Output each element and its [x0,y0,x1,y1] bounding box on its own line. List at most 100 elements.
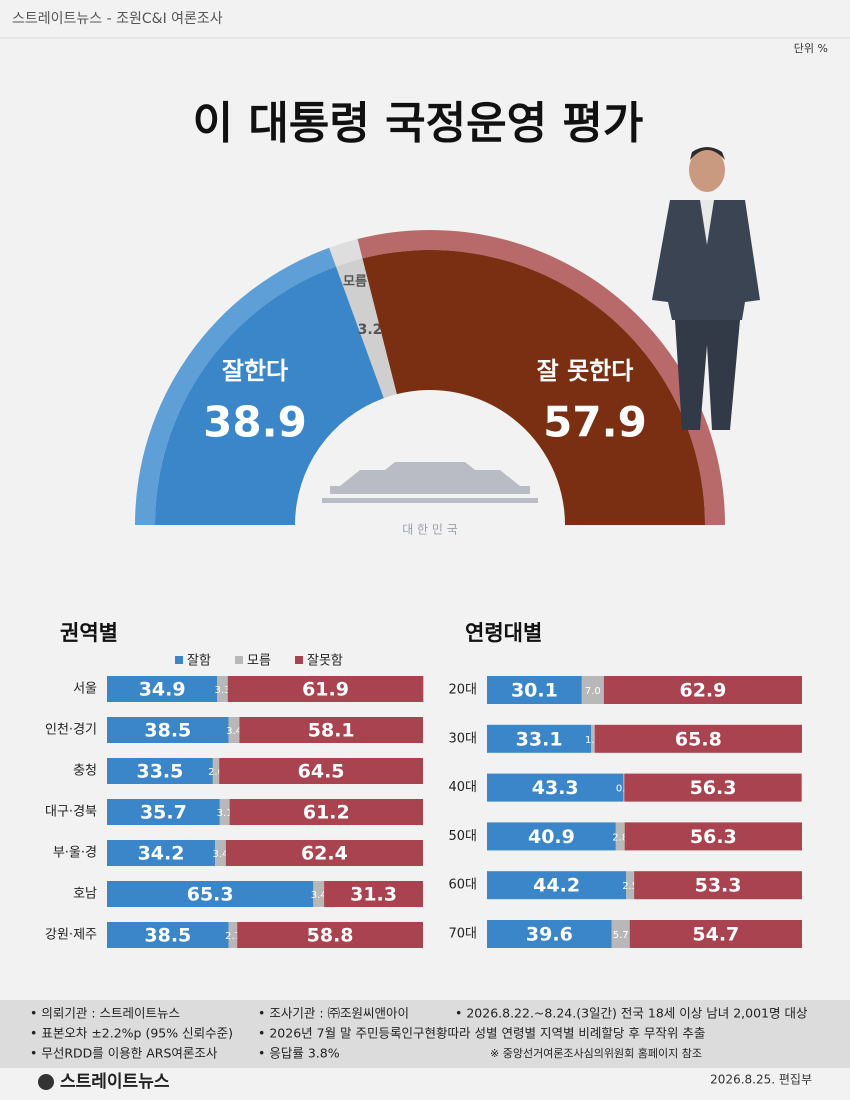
bar-segment [107,922,229,948]
person-shirt [700,200,714,245]
bar-segment [228,717,240,743]
value-label: 40.9 [528,826,575,848]
category-label: 60대 [448,878,477,893]
emblem-text: 대 한 민 국 [402,523,458,537]
chart-title: 연령대별 [465,621,542,645]
value-label: 2.8 [612,832,628,843]
bar-segment [107,840,216,866]
legend-label: 잘함 [187,654,211,669]
value-label: 31.3 [350,884,397,906]
emblem-roof-top [385,462,475,470]
value-label: 61.2 [303,802,350,824]
legend-swatch [235,656,243,664]
value-label: 56.3 [690,826,737,848]
category-label: 70대 [448,927,477,942]
category-label: 강원·제주 [45,928,97,943]
value-label: 39.6 [526,924,573,946]
value-label: 38.5 [144,925,191,947]
value-label: 2.7 [225,931,241,942]
footer-note: • 의뢰기관 : 스트레이트뉴스 [30,1006,180,1021]
person-head [689,148,725,192]
value-label: 1.1 [585,735,601,746]
donut-segment [362,250,705,525]
bar-segment [624,773,802,802]
bar-segment [487,676,582,704]
legend-swatch [295,656,303,664]
bar-segment [487,920,612,948]
category-label: 50대 [448,829,477,844]
value-label: 2.0 [208,767,224,778]
donut-rim [135,247,337,525]
segment-value: 3.2 [358,322,383,338]
bar-segment [623,773,625,802]
legend-swatch [175,656,183,664]
bar-segment [227,676,424,702]
value-label: 62.9 [679,680,726,702]
emblem-step [322,498,538,503]
value-label: 3.4 [212,849,228,860]
logo: 스트레이트뉴스 [60,1072,170,1092]
category-label: 30대 [448,731,477,746]
bar-segment [591,724,595,753]
category-label: 호남 [73,887,97,902]
person [652,147,760,430]
bar-segment [237,922,423,948]
person-trousers [675,320,740,430]
footer-note: • 표본오차 ±2.2%p (95% 신뢰수준) [30,1026,233,1041]
category-label: 부·울·경 [53,846,97,861]
bar-segment [603,676,802,704]
footer-note: • 응답률 3.8% [258,1046,340,1061]
category-label: 20대 [448,683,477,698]
value-label: 64.5 [298,761,345,783]
value-label: 33.5 [136,761,183,783]
category-label: 대구·경북 [45,805,97,820]
footer-note: • 무선RDD를 이용한 ARS여론조사 [30,1046,218,1061]
bar-segment [634,871,802,900]
footer-note: • 2026년 7월 말 주민등록인구현황따라 성별 연령별 지역별 비례할당 … [258,1026,705,1041]
value-label: 65.8 [675,728,722,750]
value-label: 2.5 [622,881,638,892]
bar-segment [228,922,238,948]
value-label: 56.3 [690,777,737,799]
bar-segment [581,676,604,704]
segment-label: 모름 [343,275,367,290]
emblem-roof [340,470,520,486]
value-label: 35.7 [140,802,187,824]
value-label: 43.3 [532,777,579,799]
bar-segment [219,758,423,784]
value-label: 3.3 [215,685,231,696]
value-label: 34.2 [138,843,185,865]
value-label: 58.8 [307,925,354,947]
main-title: 이 대통령 국정운영 평가 [193,98,644,149]
value-label: 3.4 [311,890,327,901]
value-label: 53.3 [695,875,742,897]
category-label: 인천·경기 [45,723,97,738]
value-label: 65.3 [187,884,234,906]
bar-segment [487,773,624,802]
value-label: 3.1 [217,808,233,819]
value-label: 5.7 [613,930,629,941]
footer-note: • 조사기관 : ㈜조원씨앤아이 [258,1006,409,1021]
value-label: 38.5 [144,720,191,742]
category-label: 충청 [73,764,97,779]
emblem-base [330,486,530,494]
logo-mark [38,1074,54,1090]
bar-segment [324,881,423,907]
bar-segment [217,676,228,702]
footer-note: • 2026.8.22.~8.24.(3일간) 전국 18세 이상 남녀 2,0… [455,1006,808,1021]
bar-segment [225,840,423,866]
bar-segment [107,717,229,743]
footer-note: ※ 중앙선거여론조사심의위원회 홈페이지 참조 [490,1046,702,1060]
bar-segment [229,799,423,825]
unit: 단위 % [794,42,828,55]
bar-segment [626,871,635,900]
bar-segment [487,822,616,851]
bar-segment [487,871,627,900]
bar-segment [212,758,220,784]
bar-segment [313,881,325,907]
bar-segment [239,717,423,743]
bar-segment [629,920,802,948]
legend-label: 잘못함 [307,654,343,669]
bar-segment [107,676,218,702]
